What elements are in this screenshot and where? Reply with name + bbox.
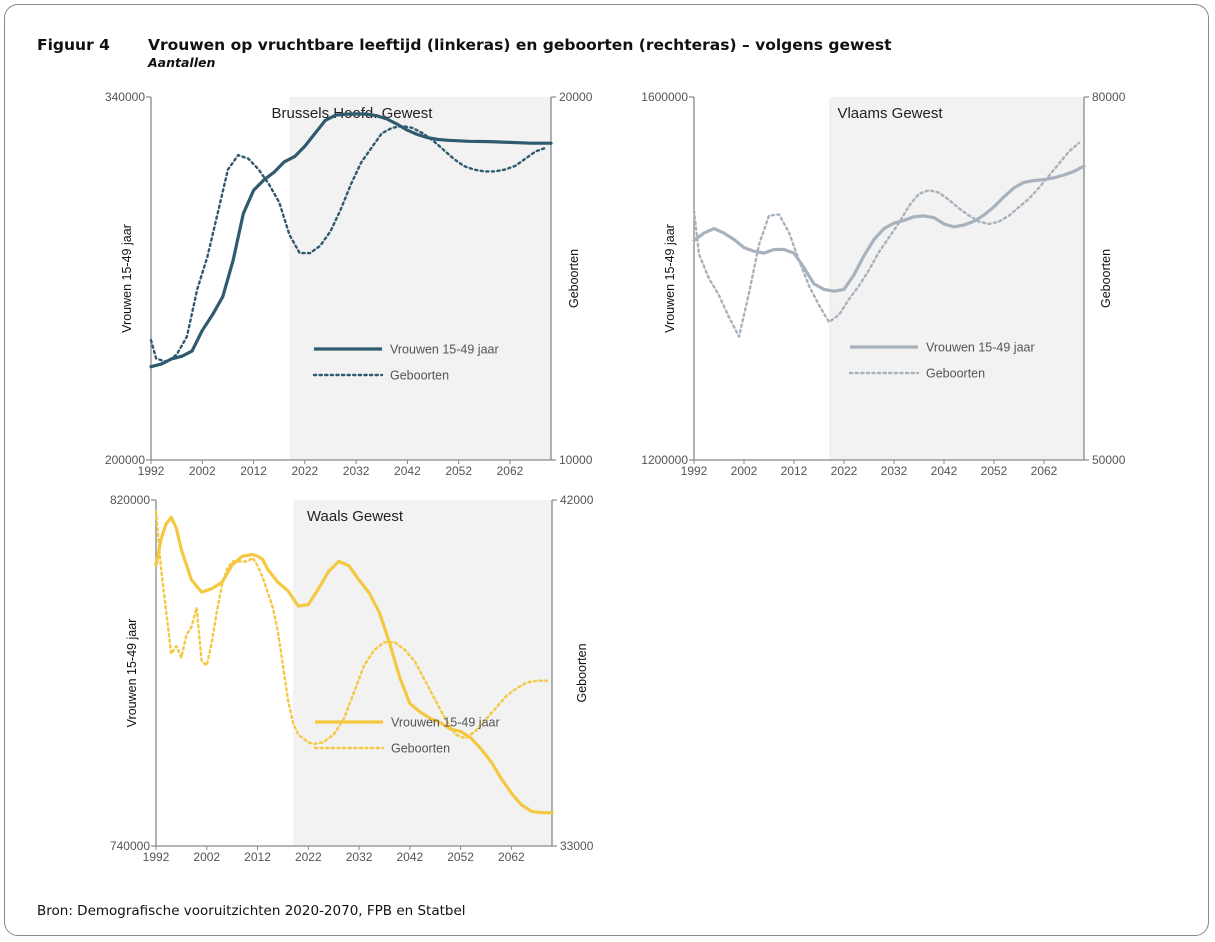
projection-area (289, 97, 551, 460)
y-tick-label: 1200000 (641, 453, 688, 467)
y-tick-label: 340000 (105, 90, 145, 104)
y-tick-label: 740000 (110, 839, 150, 853)
x-tick-label: 2042 (931, 464, 958, 478)
x-tick-label: 2052 (445, 464, 472, 478)
x-tick-label: 2022 (831, 464, 858, 478)
legend-label: Vrouwen 15-49 jaar (390, 343, 499, 357)
series-line-vrouwen (692, 164, 1086, 293)
x-tick-label: 2012 (240, 464, 267, 478)
y-axis-title: Vrouwen 15-49 jaar (663, 224, 677, 333)
y2-tick-label: 20000 (559, 90, 593, 104)
figure-subtitle: Aantallen (148, 55, 216, 70)
x-tick-label: 2052 (981, 464, 1008, 478)
y2-tick-label: 10000 (559, 453, 593, 467)
source-note: Bron: Demografische vooruitzichten 2020-… (37, 903, 466, 919)
x-tick-label: 2032 (881, 464, 908, 478)
legend-label: Vrouwen 15-49 jaar (391, 716, 500, 730)
x-tick-label: 2022 (295, 850, 322, 864)
x-tick-label: 2032 (343, 464, 370, 478)
x-tick-label: 2062 (1031, 464, 1058, 478)
legend: Vrouwen 15-49 jaar Geboorten (313, 716, 500, 756)
x-tick-label: 2012 (781, 464, 808, 478)
figure-label: Figuur 4 (37, 36, 110, 54)
panel-title: Waals Gewest (307, 508, 404, 525)
y2-axis-title: Geboorten (567, 249, 581, 308)
y2-tick-label: 50000 (1092, 453, 1126, 467)
panel-title: Vlaams Gewest (837, 105, 943, 122)
x-tick-label: 2062 (497, 464, 524, 478)
series-line-vrouwen (149, 112, 553, 369)
x-tick-label: 2042 (394, 464, 421, 478)
x-tick-label: 1992 (143, 850, 170, 864)
x-tick-label: 2042 (396, 850, 423, 864)
legend-label: Geboorten (391, 742, 450, 756)
chart-panel-1: 200000 340000 10000 20000 1992 2002 2012 2022 20… (105, 90, 593, 478)
x-tick-label: 2002 (731, 464, 758, 478)
figure-title: Vrouwen op vruchtbare leeftijd (linkeras… (148, 36, 892, 54)
legend-label: Geboorten (390, 369, 449, 383)
x-tick-label: 2052 (447, 850, 474, 864)
x-tick-label: 1992 (681, 464, 708, 478)
y2-tick-label: 80000 (1092, 90, 1126, 104)
y2-tick-label: 33000 (560, 839, 594, 853)
x-tick-label: 2032 (346, 850, 373, 864)
x-tick-label: 2062 (498, 850, 525, 864)
legend-label: Vrouwen 15-49 jaar (926, 341, 1035, 355)
y2-axis-title: Geboorten (575, 643, 589, 702)
y-tick-label: 200000 (105, 453, 145, 467)
chart-panel-2: 1200000 1600000 50000 80000 1992 2002 2012 2022… (641, 90, 1125, 478)
series-line-geboorten (149, 124, 548, 364)
x-tick-label: 2002 (193, 850, 220, 864)
y-axis-title: Vrouwen 15-49 jaar (125, 619, 139, 728)
x-tick-label: 2022 (291, 464, 318, 478)
legend-label: Geboorten (926, 367, 985, 381)
legend: Vrouwen 15-49 jaar Geboorten (848, 341, 1035, 381)
series-line-geboorten (154, 510, 549, 746)
chart-panel-3: 740000 820000 33000 42000 1992 2002 2012 2022 20… (110, 493, 594, 864)
series-line-vrouwen (154, 515, 554, 815)
y2-tick-label: 42000 (560, 493, 594, 507)
y-tick-label: 1600000 (641, 90, 688, 104)
x-tick-label: 2012 (244, 850, 271, 864)
x-tick-label: 1992 (138, 464, 165, 478)
y-axis-title: Vrouwen 15-49 jaar (120, 224, 134, 333)
x-tick-label: 2002 (189, 464, 216, 478)
y-tick-label: 820000 (110, 493, 150, 507)
legend: Vrouwen 15-49 jaar Geboorten (312, 343, 499, 383)
series-line-geboorten (692, 141, 1081, 338)
y2-axis-title: Geboorten (1099, 249, 1113, 308)
projection-area (829, 97, 1084, 460)
